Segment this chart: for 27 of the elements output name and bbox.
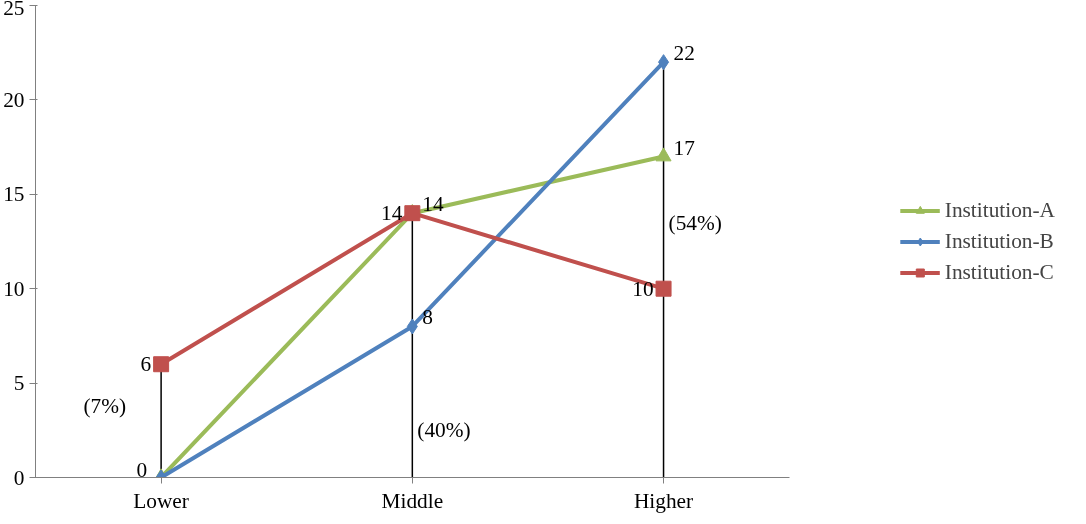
x-tick-label: Higher [633, 488, 694, 513]
data-label: 14 [381, 201, 403, 226]
data-label: 22 [673, 41, 695, 66]
data-label: 17 [673, 135, 696, 160]
data-label: 0 [136, 457, 148, 482]
point [153, 356, 170, 373]
x-tick-label: Middle [381, 488, 444, 513]
point [655, 280, 672, 297]
annotation: (54%) [668, 210, 722, 235]
x-tick-label: Lower [133, 488, 189, 513]
legend-label: Institution-C [944, 259, 1054, 285]
legend-label: Institution-B [944, 228, 1054, 254]
annotation: (40%) [417, 418, 471, 443]
data-label: 10 [632, 276, 654, 301]
data-label: 6 [140, 352, 152, 377]
y-tick-label: 25 [3, 0, 25, 20]
point [658, 54, 670, 71]
y-tick-label: 10 [3, 276, 25, 301]
y-tick-label: 5 [13, 371, 25, 396]
data-label: 8 [422, 305, 433, 330]
point [406, 318, 418, 335]
legend-label: Institution-A [944, 197, 1055, 223]
y-tick-label: 0 [13, 465, 25, 490]
y-tick-label: 15 [3, 182, 25, 207]
y-tick-label: 20 [3, 87, 25, 112]
annotation: (7%) [83, 393, 127, 418]
point [404, 205, 421, 222]
